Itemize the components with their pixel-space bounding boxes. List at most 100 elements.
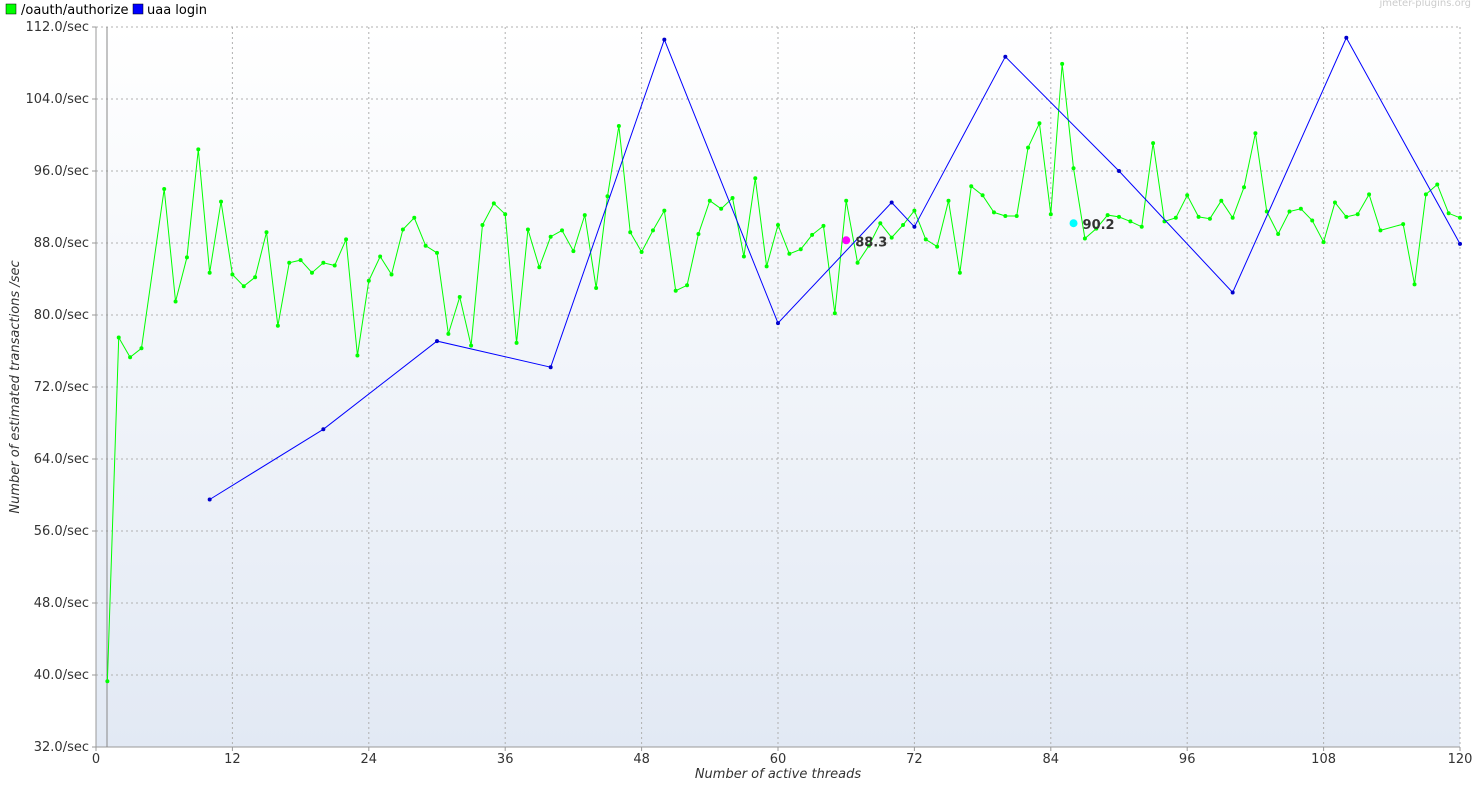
legend: /oauth/authorize uaa login bbox=[5, 3, 207, 18]
data-point-oauth-authorize bbox=[1298, 206, 1303, 211]
data-point-oauth-authorize bbox=[1321, 240, 1326, 245]
data-point-oauth-authorize bbox=[1287, 209, 1292, 214]
data-point-oauth-authorize bbox=[969, 184, 974, 189]
data-point-oauth-authorize bbox=[1242, 185, 1247, 190]
data-point-oauth-authorize bbox=[139, 346, 144, 351]
data-point-oauth-authorize bbox=[1367, 192, 1372, 197]
data-point-oauth-authorize bbox=[764, 264, 769, 269]
data-point-oauth-authorize bbox=[1310, 218, 1315, 223]
data-point-oauth-authorize bbox=[855, 260, 860, 265]
data-point-oauth-authorize bbox=[1128, 219, 1133, 224]
data-point-uaa-login bbox=[1344, 35, 1349, 40]
data-point-oauth-authorize bbox=[207, 270, 212, 275]
data-point-oauth-authorize bbox=[730, 196, 735, 200]
data-point-oauth-authorize bbox=[980, 193, 985, 198]
data-point-oauth-authorize bbox=[1026, 145, 1031, 150]
data-point-oauth-authorize bbox=[321, 260, 326, 265]
data-point-uaa-login bbox=[207, 497, 212, 502]
y-tick-label: 88.0/sec bbox=[34, 236, 89, 251]
data-point-uaa-login bbox=[912, 224, 917, 229]
x-tick-label: 84 bbox=[1043, 752, 1060, 767]
data-point-oauth-authorize bbox=[105, 679, 110, 684]
y-tick-label: 72.0/sec bbox=[34, 380, 89, 395]
x-tick-label: 48 bbox=[633, 752, 650, 767]
data-point-oauth-authorize bbox=[457, 295, 462, 299]
annotation-marker bbox=[842, 236, 851, 245]
x-tick-label: 12 bbox=[224, 752, 241, 767]
grid-lines bbox=[96, 26, 1461, 747]
data-point-oauth-authorize bbox=[1185, 193, 1190, 198]
series-line-oauth-authorize bbox=[106, 63, 1461, 682]
data-point-oauth-authorize bbox=[1139, 224, 1144, 229]
data-point-oauth-authorize bbox=[719, 206, 724, 211]
data-point-oauth-authorize bbox=[355, 353, 360, 358]
data-point-oauth-authorize bbox=[1060, 61, 1065, 66]
data-point-uaa-login bbox=[321, 427, 326, 432]
data-point-oauth-authorize bbox=[912, 208, 917, 213]
data-point-oauth-authorize bbox=[582, 213, 587, 218]
data-point-oauth-authorize bbox=[1355, 212, 1360, 217]
data-point-oauth-authorize bbox=[901, 223, 906, 227]
data-point-oauth-authorize bbox=[741, 254, 746, 259]
data-point-oauth-authorize bbox=[1401, 222, 1406, 227]
data-point-oauth-authorize bbox=[1003, 214, 1008, 218]
data-point-oauth-authorize bbox=[1207, 216, 1212, 221]
x-tick-label: 72 bbox=[906, 752, 923, 767]
data-point-oauth-authorize bbox=[798, 247, 803, 252]
data-point-oauth-authorize bbox=[480, 223, 485, 227]
data-point-uaa-login bbox=[548, 365, 553, 370]
data-point-oauth-authorize bbox=[776, 223, 780, 227]
data-point-oauth-authorize bbox=[309, 270, 314, 275]
y-tick-label: 104.0/sec bbox=[25, 92, 89, 107]
y-tick-label: 40.0/sec bbox=[34, 668, 89, 683]
x-tick-labels: 0 12 24 36 48 60 72 84 96 108 120 bbox=[92, 747, 1472, 767]
data-point-oauth-authorize bbox=[1219, 198, 1224, 203]
data-point-oauth-authorize bbox=[332, 263, 337, 268]
data-point-oauth-authorize bbox=[1332, 200, 1337, 205]
data-point-uaa-login bbox=[889, 200, 894, 205]
legend-swatch-uaa-login bbox=[132, 3, 144, 15]
annotation-label: 90.2 bbox=[1083, 218, 1115, 233]
data-point-oauth-authorize bbox=[650, 228, 655, 233]
data-point-oauth-authorize bbox=[503, 212, 508, 217]
data-point-oauth-authorize bbox=[616, 124, 621, 128]
data-point-oauth-authorize bbox=[935, 244, 940, 249]
data-point-oauth-authorize bbox=[605, 194, 610, 199]
data-point-oauth-authorize bbox=[946, 198, 951, 203]
data-point-oauth-authorize bbox=[1378, 228, 1383, 233]
data-point-oauth-authorize bbox=[810, 232, 815, 237]
data-point-oauth-authorize bbox=[685, 283, 690, 288]
watermark: jmeter-plugins.org bbox=[1378, 0, 1471, 9]
data-point-oauth-authorize bbox=[639, 250, 644, 254]
data-point-oauth-authorize bbox=[753, 176, 758, 181]
y-axis-title: Number of estimated transactions /sec bbox=[8, 260, 23, 513]
data-point-oauth-authorize bbox=[173, 299, 178, 304]
data-point-oauth-authorize bbox=[435, 250, 439, 255]
data-point-oauth-authorize bbox=[253, 275, 258, 280]
series-group bbox=[105, 35, 1462, 684]
data-point-oauth-authorize bbox=[548, 234, 553, 239]
legend-label-oauth: /oauth/authorize bbox=[21, 3, 129, 18]
data-point-uaa-login bbox=[1003, 54, 1008, 59]
data-point-oauth-authorize bbox=[1151, 141, 1156, 146]
data-point-oauth-authorize bbox=[1230, 215, 1235, 220]
data-point-oauth-authorize bbox=[560, 228, 565, 233]
data-point-oauth-authorize bbox=[1253, 131, 1258, 136]
x-axis-title: Number of active threads bbox=[695, 767, 862, 782]
data-point-oauth-authorize bbox=[196, 147, 201, 152]
data-point-oauth-authorize bbox=[832, 311, 837, 316]
data-point-oauth-authorize bbox=[230, 272, 235, 277]
data-point-oauth-authorize bbox=[1423, 192, 1428, 197]
data-point-oauth-authorize bbox=[400, 227, 405, 232]
data-point-oauth-authorize bbox=[1094, 226, 1099, 231]
data-point-oauth-authorize bbox=[1264, 209, 1269, 214]
x-tick-label: 0 bbox=[92, 752, 100, 767]
data-point-oauth-authorize bbox=[889, 235, 894, 240]
data-point-uaa-login bbox=[1458, 241, 1462, 246]
y-tick-label: 112.0/sec bbox=[25, 20, 89, 35]
data-point-oauth-authorize bbox=[673, 288, 678, 293]
data-point-oauth-authorize bbox=[514, 340, 519, 345]
data-point-oauth-authorize bbox=[412, 215, 417, 220]
